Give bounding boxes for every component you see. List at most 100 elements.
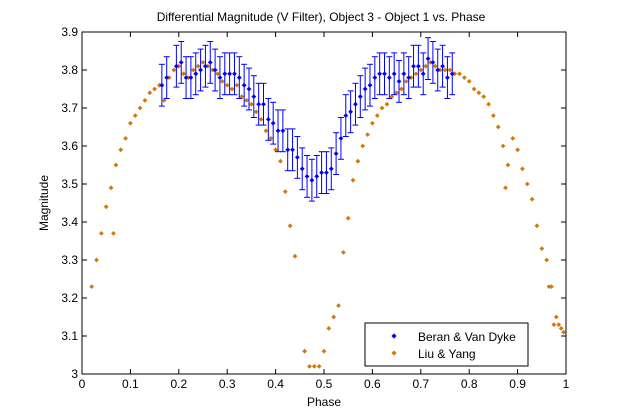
data-point bbox=[190, 67, 196, 73]
data-point bbox=[350, 177, 356, 183]
data-point bbox=[505, 162, 511, 168]
data-point bbox=[244, 98, 249, 103]
data-point bbox=[176, 63, 182, 69]
data-point bbox=[268, 136, 274, 141]
data-point bbox=[278, 158, 283, 164]
data-point bbox=[98, 231, 104, 236]
data-point bbox=[253, 109, 259, 115]
data-point bbox=[178, 60, 184, 65]
data-point bbox=[379, 105, 385, 111]
data-point bbox=[551, 322, 557, 327]
legend-label: Beran & Van Dyke bbox=[418, 330, 516, 344]
data-point bbox=[408, 75, 414, 80]
data-point bbox=[326, 326, 332, 331]
data-point bbox=[200, 60, 206, 65]
data-point bbox=[307, 364, 312, 369]
data-point bbox=[181, 71, 187, 77]
data-point bbox=[406, 75, 412, 80]
data-point bbox=[152, 86, 157, 92]
data-point bbox=[324, 170, 329, 175]
data-point bbox=[207, 60, 213, 65]
data-point bbox=[113, 162, 119, 168]
y-tick-label: 3.3 bbox=[61, 253, 78, 267]
data-point bbox=[401, 71, 407, 77]
x-tick-label: 0.5 bbox=[316, 377, 333, 391]
data-point bbox=[435, 67, 441, 73]
data-point bbox=[195, 63, 201, 69]
data-point bbox=[314, 174, 320, 179]
data-point bbox=[94, 257, 99, 263]
data-point bbox=[234, 82, 240, 88]
data-point bbox=[229, 86, 235, 92]
plot-area bbox=[82, 32, 566, 374]
data-point bbox=[224, 82, 230, 88]
data-point bbox=[299, 166, 305, 172]
y-tick-label: 3.5 bbox=[61, 177, 78, 191]
data-point bbox=[362, 86, 368, 92]
data-point bbox=[183, 75, 189, 80]
data-point bbox=[500, 143, 506, 149]
data-point bbox=[285, 147, 291, 153]
y-tick-label: 3.8 bbox=[61, 63, 78, 77]
data-point bbox=[445, 75, 450, 80]
data-point bbox=[282, 189, 288, 194]
data-point bbox=[319, 170, 324, 175]
data-point bbox=[466, 79, 472, 84]
data-point bbox=[186, 75, 191, 80]
data-point bbox=[111, 231, 116, 236]
data-point bbox=[188, 75, 194, 80]
data-point bbox=[415, 63, 421, 69]
data-point bbox=[437, 67, 443, 73]
y-tick-label: 3.6 bbox=[61, 139, 78, 153]
data-point bbox=[311, 364, 317, 369]
data-point bbox=[524, 181, 530, 187]
data-point bbox=[166, 75, 172, 80]
data-point bbox=[529, 196, 535, 202]
data-point bbox=[461, 75, 467, 80]
data-point bbox=[449, 71, 455, 77]
data-point bbox=[534, 223, 540, 229]
data-point bbox=[365, 132, 370, 137]
series-beran-van-dyke bbox=[158, 37, 456, 202]
y-tick-label: 3.2 bbox=[61, 291, 78, 305]
data-point bbox=[391, 71, 397, 77]
data-point bbox=[353, 101, 358, 107]
chart-title: Differential Magnitude (V Filter), Objec… bbox=[157, 10, 486, 24]
data-point bbox=[561, 329, 566, 335]
data-point bbox=[227, 71, 233, 77]
y-tick-label: 3.4 bbox=[61, 215, 78, 229]
data-point bbox=[520, 166, 525, 172]
data-point bbox=[377, 71, 383, 77]
series-layer bbox=[89, 37, 566, 369]
legend: Beran & Van Dyke Liu & Yang bbox=[364, 322, 529, 367]
data-point bbox=[256, 101, 262, 107]
x-tick-label: 0.8 bbox=[461, 377, 478, 391]
data-point bbox=[411, 63, 416, 69]
data-point bbox=[503, 185, 508, 191]
data-point bbox=[270, 120, 276, 126]
data-point bbox=[103, 204, 109, 210]
data-point bbox=[159, 82, 165, 88]
data-point bbox=[357, 94, 363, 99]
data-point bbox=[171, 67, 177, 73]
data-point bbox=[486, 101, 491, 107]
legend-marker bbox=[391, 350, 397, 356]
data-point bbox=[423, 63, 429, 69]
ticks-layer: 0 0.1 0.2 0.3 0.4 0.5 0.6 0.7 0.8 0.9 1 3 3.1 3.2 3.3 3… bbox=[61, 25, 569, 391]
data-point bbox=[294, 155, 300, 160]
data-point bbox=[215, 71, 220, 77]
y-tick-label: 3.1 bbox=[61, 329, 78, 343]
x-tick-label: 0.9 bbox=[509, 377, 526, 391]
data-point bbox=[374, 113, 380, 118]
data-point bbox=[273, 147, 278, 153]
data-point bbox=[447, 67, 453, 73]
data-point bbox=[316, 364, 322, 369]
data-point bbox=[123, 136, 128, 141]
data-point bbox=[290, 147, 295, 153]
data-point bbox=[203, 63, 208, 69]
legend-label: Liu & Yang bbox=[418, 347, 476, 361]
data-point bbox=[128, 120, 133, 126]
data-point bbox=[481, 94, 487, 99]
data-point bbox=[328, 166, 334, 172]
